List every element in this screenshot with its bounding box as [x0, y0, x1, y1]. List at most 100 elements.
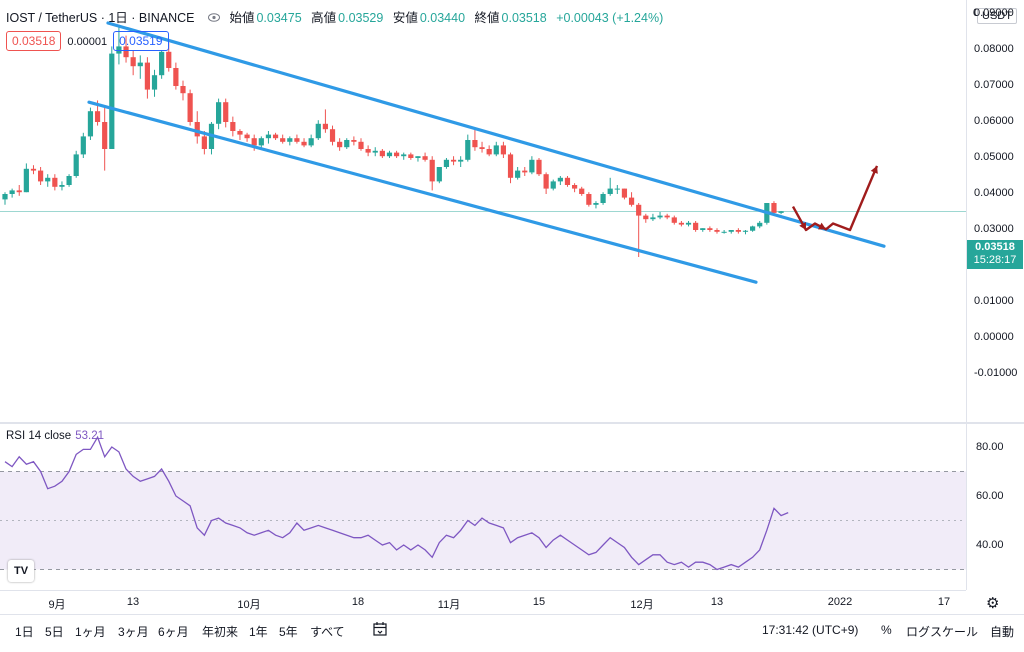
candle-body — [379, 150, 385, 157]
price-tick: 0.05000 — [974, 151, 1014, 163]
percent-toggle[interactable]: % — [881, 623, 892, 637]
buy-button[interactable]: 0.03519 — [113, 31, 169, 51]
candle-body — [721, 231, 727, 233]
range-6m-button[interactable]: 6ヶ月 — [158, 625, 189, 639]
candle-body — [244, 134, 250, 139]
pane-separator[interactable] — [0, 422, 1024, 424]
candle-body — [52, 177, 58, 187]
candle-body — [59, 185, 65, 187]
range-1m-button[interactable]: 1ヶ月 — [75, 625, 106, 639]
rsi-title[interactable]: RSI 14 close — [6, 430, 72, 442]
candle-body — [664, 215, 670, 218]
time-label: 15 — [532, 596, 546, 608]
eye-icon[interactable] — [207, 13, 220, 25]
open-value: 0.03475 — [256, 11, 302, 25]
close-value: 0.03518 — [501, 11, 547, 25]
time-axis[interactable]: 9月 13 10月 18 11月 15 12月 13 2022 17 — [0, 590, 966, 615]
candle-body — [493, 145, 499, 155]
bottom-toolbar: 1日 5日 1ヶ月 3ヶ月 6ヶ月 年初来 1年 5年 すべて 17:31:42… — [0, 614, 1024, 652]
symbol-title[interactable]: IOST / TetherUS · 1日 · BINANCE — [6, 11, 195, 25]
candle-body — [66, 176, 72, 185]
candle-body — [315, 123, 321, 139]
candle-body — [650, 217, 656, 220]
candle-body — [600, 194, 606, 203]
candle-body — [671, 217, 677, 223]
candle-body — [707, 228, 713, 230]
range-3m-button[interactable]: 3ヶ月 — [118, 625, 149, 639]
time-label: 13 — [710, 596, 724, 608]
clock[interactable]: 17:31:42 (UTC+9) — [762, 623, 859, 637]
candle-body — [415, 156, 421, 158]
date-range-icon[interactable] — [372, 621, 388, 640]
price-chart[interactable] — [0, 0, 966, 422]
candle-body — [742, 230, 749, 232]
candle-body — [458, 159, 464, 162]
price-chart-pane[interactable]: IOST / TetherUS · 1日 · BINANCE 始値 0.03475… — [0, 0, 966, 422]
candle-body — [564, 177, 571, 185]
candle-body — [173, 68, 179, 86]
rsi-legend: RSI 14 close 53.21 — [6, 430, 104, 442]
candle-body — [308, 138, 314, 146]
arrow-head — [799, 222, 806, 230]
candle-body — [479, 147, 485, 149]
channel-upper-line — [106, 21, 886, 248]
candle-body — [201, 136, 207, 149]
range-1y-button[interactable]: 1年 — [249, 625, 268, 639]
rsi-scale[interactable] — [966, 424, 1024, 590]
range-5y-button[interactable]: 5年 — [279, 625, 298, 639]
candle-body — [80, 136, 86, 155]
candle-body — [436, 167, 442, 182]
rsi-pane[interactable]: RSI 14 close 53.21 — [0, 424, 966, 590]
range-all-button[interactable]: すべて — [310, 625, 345, 639]
time-label: 9月 — [48, 599, 66, 611]
candle-body — [586, 194, 592, 205]
price-tick: 0.08000 — [974, 43, 1014, 55]
candle-body — [408, 154, 414, 158]
tradingview-logo[interactable]: TV — [8, 560, 34, 582]
time-label: 10月 — [237, 599, 261, 611]
candle-body — [180, 86, 186, 94]
range-ytd-button[interactable]: 年初来 — [202, 625, 239, 639]
high-value: 0.03529 — [338, 11, 384, 25]
price-tick: 0.01000 — [974, 295, 1014, 307]
candle-body — [557, 177, 563, 182]
candle-body — [778, 211, 784, 213]
channel-lower-line — [87, 100, 758, 284]
candle-body — [137, 62, 143, 67]
sell-button[interactable]: 0.03518 — [6, 31, 62, 51]
settings-gear-icon[interactable]: ⚙ — [986, 595, 1000, 612]
candle-body — [130, 57, 136, 67]
last-price-value: 0.03518 — [975, 241, 1015, 253]
candle-body — [337, 141, 343, 148]
candle-body — [735, 230, 741, 232]
price-tick: 0.06000 — [974, 115, 1014, 127]
candle-body — [443, 159, 450, 167]
candle-body — [750, 226, 756, 231]
candle-body — [265, 134, 272, 139]
range-1d-button[interactable]: 1日 — [15, 625, 34, 639]
candle-body — [522, 170, 528, 173]
range-5d-button[interactable]: 5日 — [45, 625, 64, 639]
candle-body — [159, 51, 165, 76]
time-label: 2022 — [827, 596, 853, 608]
price-tick: 0.04000 — [974, 187, 1014, 199]
candle-body — [700, 228, 706, 230]
candle-body — [685, 222, 692, 225]
rsi-chart[interactable] — [0, 424, 966, 590]
log-scale-toggle[interactable]: ログスケール — [906, 625, 979, 639]
candle-body — [372, 150, 378, 153]
low-value: 0.03440 — [419, 11, 466, 25]
candle-body — [757, 222, 763, 227]
candle-body — [102, 122, 108, 149]
price-tick-top: 0 — [973, 7, 979, 19]
arrow-head — [818, 222, 826, 230]
price-tick: -0.01000 — [974, 367, 1018, 379]
currency-button[interactable]: USDT — [977, 8, 1017, 24]
candle-body — [280, 138, 286, 142]
candle-body — [237, 131, 243, 135]
candle-body — [151, 75, 158, 90]
price-scale[interactable]: 0 — [966, 0, 1024, 422]
candle-body — [486, 149, 492, 155]
auto-scale-toggle[interactable]: 自動 — [990, 625, 1015, 639]
candle-body — [628, 197, 635, 205]
